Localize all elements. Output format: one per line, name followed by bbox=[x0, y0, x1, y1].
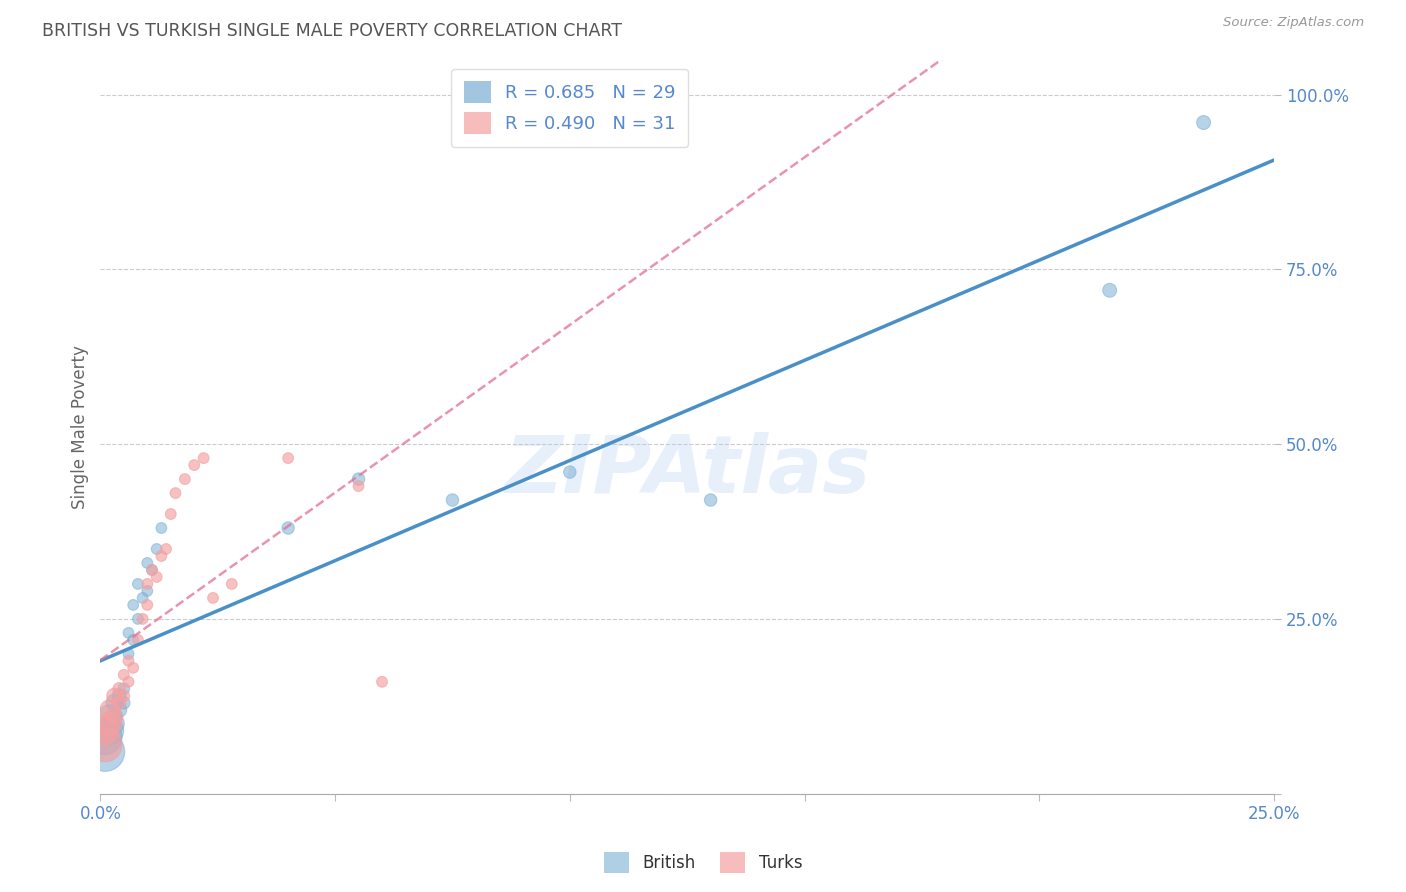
Point bbox=[98, 703, 121, 717]
Point bbox=[699, 493, 721, 508]
Point bbox=[159, 507, 181, 521]
Point bbox=[150, 549, 173, 563]
Point bbox=[117, 626, 139, 640]
Point bbox=[127, 612, 149, 626]
Point bbox=[112, 689, 135, 703]
Point bbox=[103, 696, 125, 710]
Point bbox=[221, 577, 243, 591]
Point bbox=[136, 556, 159, 570]
Point bbox=[108, 696, 131, 710]
Point bbox=[127, 632, 149, 647]
Point bbox=[136, 598, 159, 612]
Point bbox=[558, 465, 581, 479]
Point bbox=[117, 674, 139, 689]
Point bbox=[117, 647, 139, 661]
Legend: R = 0.685   N = 29, R = 0.490   N = 31: R = 0.685 N = 29, R = 0.490 N = 31 bbox=[451, 69, 689, 147]
Point bbox=[122, 598, 145, 612]
Point bbox=[103, 689, 125, 703]
Point bbox=[347, 472, 370, 486]
Point bbox=[141, 563, 163, 577]
Point bbox=[173, 472, 195, 486]
Legend: British, Turks: British, Turks bbox=[598, 846, 808, 880]
Point bbox=[94, 745, 117, 759]
Point bbox=[1098, 283, 1121, 297]
Point bbox=[183, 458, 205, 472]
Text: Source: ZipAtlas.com: Source: ZipAtlas.com bbox=[1223, 16, 1364, 29]
Point bbox=[117, 654, 139, 668]
Point bbox=[136, 583, 159, 598]
Point bbox=[145, 570, 167, 584]
Point bbox=[131, 591, 153, 605]
Point bbox=[103, 710, 125, 724]
Point bbox=[122, 661, 145, 675]
Text: ZIPAtlas: ZIPAtlas bbox=[505, 432, 870, 509]
Point bbox=[98, 716, 121, 731]
Point bbox=[112, 668, 135, 682]
Point bbox=[277, 521, 299, 535]
Y-axis label: Single Male Poverty: Single Male Poverty bbox=[72, 344, 89, 508]
Point bbox=[441, 493, 464, 508]
Point bbox=[347, 479, 370, 493]
Point bbox=[94, 731, 117, 745]
Point bbox=[94, 738, 117, 752]
Point bbox=[108, 689, 131, 703]
Point bbox=[94, 723, 117, 738]
Point bbox=[141, 563, 163, 577]
Point bbox=[98, 710, 121, 724]
Point bbox=[127, 577, 149, 591]
Point bbox=[136, 577, 159, 591]
Point bbox=[1192, 115, 1215, 129]
Point bbox=[145, 541, 167, 556]
Point bbox=[371, 674, 394, 689]
Point bbox=[193, 451, 215, 466]
Point bbox=[122, 632, 145, 647]
Point bbox=[277, 451, 299, 466]
Point bbox=[108, 703, 131, 717]
Point bbox=[103, 716, 125, 731]
Point bbox=[165, 486, 187, 500]
Point bbox=[112, 681, 135, 696]
Point bbox=[112, 696, 135, 710]
Point bbox=[150, 521, 173, 535]
Point bbox=[131, 612, 153, 626]
Point bbox=[108, 681, 131, 696]
Point bbox=[155, 541, 177, 556]
Point bbox=[98, 723, 121, 738]
Point bbox=[202, 591, 225, 605]
Text: BRITISH VS TURKISH SINGLE MALE POVERTY CORRELATION CHART: BRITISH VS TURKISH SINGLE MALE POVERTY C… bbox=[42, 22, 623, 40]
